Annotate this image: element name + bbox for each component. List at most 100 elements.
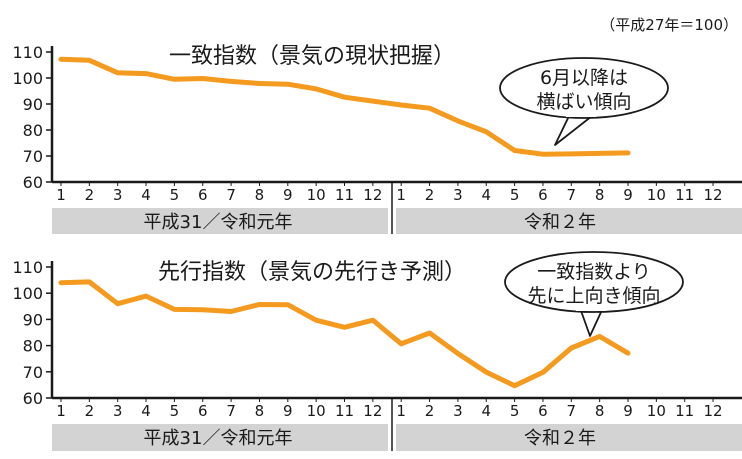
x-tick-label: 3 [453,186,463,204]
x-tick-label: 12 [704,402,723,420]
data-point [144,294,148,298]
annotation-bubble [499,57,669,119]
era-band-left [52,424,388,451]
chart-title: 先行指数（景気の先行き予測） [158,260,466,285]
data-point [456,119,460,123]
data-point [201,77,205,81]
data-point [201,308,205,312]
x-tick-label: 9 [283,186,293,204]
y-tick-label: 80 [23,337,43,356]
data-point [286,303,290,307]
data-point [541,370,545,374]
era-label: 令和２年 [524,428,596,449]
x-tick-label: 5 [170,402,180,420]
data-point [399,342,403,346]
x-tick-label: 1 [56,402,66,420]
data-point [626,151,630,155]
x-tick-label: 5 [170,186,180,204]
x-tick-label: 11 [335,402,354,420]
y-tick-label: 90 [23,310,43,329]
x-tick-label: 10 [647,402,666,420]
x-tick-label: 6 [538,402,548,420]
data-point [116,71,120,75]
data-point [59,281,63,285]
x-tick-label: 11 [675,402,694,420]
data-point [428,106,432,110]
x-tick-label: 1 [396,186,406,204]
y-tick-label: 70 [23,147,43,166]
x-tick-label: 9 [283,402,293,420]
annotation-line: 6月以降は [540,67,628,89]
y-tick-label: 60 [23,173,43,192]
x-tick-label: 6 [198,186,208,204]
era-band-right [396,208,742,234]
x-tick-label: 4 [481,402,491,420]
data-point [144,72,148,76]
x-tick-label: 10 [647,186,666,204]
y-tick-label: 80 [23,121,43,140]
data-point [456,351,460,355]
chart-title: 一致指数（景気の現状把握） [169,44,455,69]
x-tick-label: 2 [85,402,95,420]
annotation-line: 先に上向き傾向 [527,285,660,307]
era-band-left [52,208,388,234]
y-tick-label: 110 [12,258,43,277]
data-point [87,58,91,62]
x-tick-label: 8 [595,402,605,420]
data-point [598,334,602,338]
data-point [371,318,375,322]
y-tick-label: 70 [23,363,43,382]
data-point [598,151,602,155]
x-tick-label: 9 [623,402,633,420]
x-tick-label: 1 [396,402,406,420]
x-tick-label: 5 [510,186,520,204]
x-tick-label: 7 [226,402,236,420]
x-tick-label: 3 [113,186,123,204]
x-tick-label: 12 [363,186,382,204]
x-tick-label: 2 [425,186,435,204]
data-point [229,79,233,83]
data-point [314,318,318,322]
x-tick-label: 8 [255,402,265,420]
annotation-bubble-joint [566,110,596,117]
data-point [371,99,375,103]
data-point [172,77,176,81]
annotation-bubble [504,251,684,313]
data-point [541,152,545,156]
y-tick-label: 90 [23,95,43,114]
era-label: 令和２年 [524,212,596,233]
annotation-line: 一致指数より [537,261,651,283]
data-point [399,103,403,107]
x-tick-label: 1 [56,186,66,204]
data-point [484,370,488,374]
data-point [513,149,517,153]
y-tick-label: 100 [12,69,43,88]
y-tick-label: 100 [12,284,43,303]
x-tick-label: 7 [567,186,577,204]
x-tick-label: 7 [226,186,236,204]
data-point [626,351,630,355]
x-tick-label: 12 [363,402,382,420]
x-tick-label: 10 [307,186,326,204]
annotation-line: 横ばい傾向 [536,91,631,113]
data-point [286,82,290,86]
data-point [314,87,318,91]
x-tick-label: 8 [255,186,265,204]
x-tick-label: 2 [425,402,435,420]
y-tick-label: 110 [12,43,43,62]
x-tick-label: 4 [141,402,151,420]
data-point [59,57,63,61]
x-tick-label: 11 [335,186,354,204]
data-point [569,346,573,350]
era-band-right [396,424,742,451]
y-tick-label: 60 [23,389,43,408]
x-tick-label: 3 [113,402,123,420]
x-tick-label: 6 [538,186,548,204]
data-point [513,384,517,388]
data-point [343,325,346,329]
data-point [428,331,432,335]
data-point [172,307,176,311]
x-tick-label: 3 [453,402,463,420]
data-point [87,280,91,284]
